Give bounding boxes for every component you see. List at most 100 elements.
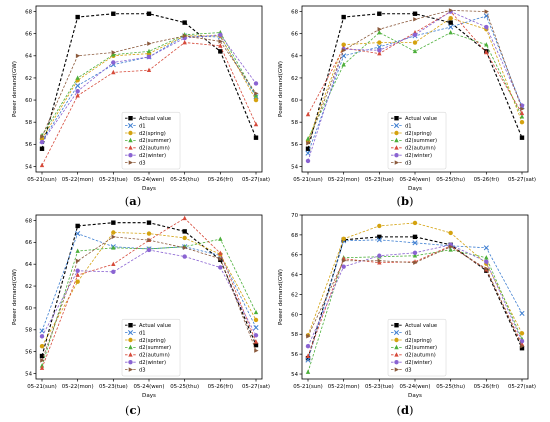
legend-marker (128, 360, 133, 365)
legend-entry: d3 (405, 367, 412, 373)
x-tick-label: 05-24(wen) (399, 384, 430, 390)
data-point (341, 48, 347, 53)
data-point (305, 111, 311, 117)
x-tick-label: 05-25(thu) (170, 177, 199, 183)
data-point (305, 344, 311, 349)
data-point (39, 353, 45, 359)
legend-marker (128, 153, 133, 158)
y-tick-label: 54 (25, 371, 32, 377)
x-tick-label: 05-22(mon) (328, 384, 360, 390)
data-point (39, 334, 45, 339)
y-axis-label: Power demand(GW) (12, 269, 18, 325)
data-point (253, 81, 259, 86)
x-tick-label: 05-25(thu) (436, 177, 465, 183)
legend-marker (128, 344, 133, 350)
legend-entry: d2(spring) (405, 131, 432, 137)
x-tick-label: 05-23(tue) (99, 384, 128, 390)
data-point (341, 14, 346, 20)
x-tick-label: 05-22(mon) (62, 177, 94, 183)
data-point (412, 40, 418, 45)
legend-entry: d2(winter) (139, 360, 166, 366)
data-point (75, 258, 81, 264)
chart-panel-4: 54 56 58 60 62 64 66 68 70 05-21(sun) 05-22(mon) 05… (278, 213, 536, 417)
data-point (377, 29, 382, 35)
data-point (412, 48, 418, 54)
legend-entry: d2(summer) (405, 345, 437, 351)
data-point (305, 158, 311, 164)
data-point (182, 235, 187, 241)
x-tick-label: 05-23(tue) (365, 177, 394, 183)
data-point (253, 121, 259, 127)
data-point (377, 260, 382, 265)
data-point (111, 230, 116, 235)
data-point (376, 237, 382, 243)
x-tick-label: 05-24(wen) (133, 384, 164, 390)
x-tick-label: 05-25(thu) (436, 384, 465, 390)
data-point (448, 20, 453, 25)
data-point (448, 15, 453, 21)
legend-marker (128, 137, 133, 143)
data-point (253, 309, 259, 315)
data-point (484, 42, 489, 47)
panel-caption: (d) (396, 403, 413, 417)
data-point (111, 52, 116, 57)
y-tick-label: 68 (25, 9, 32, 15)
series-actual-value (39, 11, 259, 151)
legend-entry: d2(winter) (405, 360, 432, 366)
data-point (146, 247, 152, 253)
legend-entry: d2(summer) (405, 138, 437, 144)
data-point (306, 141, 311, 146)
data-point (377, 27, 382, 32)
legend-marker (393, 330, 400, 336)
data-point (484, 266, 489, 271)
legend-marker (394, 116, 399, 121)
data-point (218, 43, 223, 48)
data-point (519, 345, 525, 351)
data-point (182, 245, 188, 250)
chart-panel-3: 54 56 58 60 62 64 66 68 05-21(sun) 05-22(mon) 05-2… (12, 214, 270, 417)
data-point (111, 60, 116, 65)
data-point (146, 231, 152, 236)
data-point (40, 134, 45, 139)
data-point (146, 67, 152, 72)
y-tick-label: 60 (291, 312, 298, 318)
y-tick-label: 60 (25, 98, 32, 104)
y-tick-label: 56 (25, 142, 32, 148)
x-axis-label: Days (408, 393, 422, 399)
y-tick-label: 58 (25, 120, 32, 126)
data-point (111, 269, 116, 275)
data-point (484, 9, 489, 14)
data-point (218, 265, 223, 270)
legend-marker (394, 145, 399, 150)
legend-marker (128, 160, 134, 165)
x-tick-label: 05-27(sat) (508, 384, 536, 390)
data-point (305, 357, 311, 363)
data-point (75, 53, 81, 58)
data-point (519, 120, 525, 125)
legend-entry: d1 (405, 123, 412, 129)
data-point (377, 223, 382, 229)
data-point (484, 255, 489, 260)
y-tick-label: 70 (291, 213, 298, 219)
legend-entry: d3 (139, 367, 146, 373)
y-tick-label: 64 (25, 262, 32, 268)
data-point (483, 13, 489, 19)
data-point (519, 339, 525, 344)
data-point (305, 136, 311, 141)
y-tick-label: 68 (291, 233, 298, 239)
data-point (377, 11, 382, 16)
data-point (484, 24, 489, 30)
y-tick-label: 60 (291, 98, 298, 104)
data-point (39, 344, 45, 349)
legend-entry: Actual value (139, 116, 171, 122)
data-point (39, 328, 45, 334)
data-point (111, 220, 116, 225)
data-point (377, 258, 382, 263)
y-axis-label: Power demand(GW) (278, 269, 284, 325)
data-point (182, 39, 187, 45)
y-tick-label: 54 (25, 164, 32, 170)
legend-entry: d2(autumn) (139, 146, 170, 152)
